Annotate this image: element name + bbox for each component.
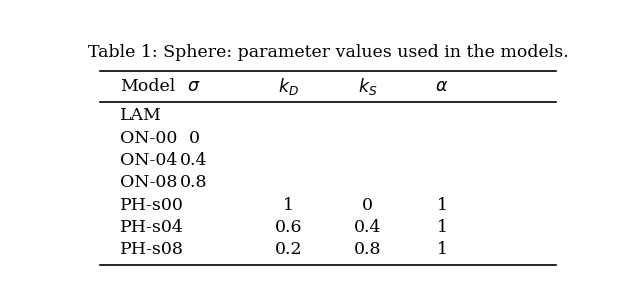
Text: $\alpha$: $\alpha$ (435, 78, 449, 95)
Text: ON-04: ON-04 (120, 152, 177, 169)
Text: 0.8: 0.8 (354, 241, 381, 259)
Text: 0.2: 0.2 (275, 241, 302, 259)
Text: $k_S$: $k_S$ (358, 76, 378, 97)
Text: PH-s08: PH-s08 (120, 241, 184, 259)
Text: ON-08: ON-08 (120, 174, 177, 191)
Text: 1: 1 (436, 197, 447, 214)
Text: PH-s00: PH-s00 (120, 197, 184, 214)
Text: 0: 0 (189, 129, 200, 147)
Text: PH-s04: PH-s04 (120, 219, 184, 236)
Text: LAM: LAM (120, 107, 161, 124)
Text: 1: 1 (436, 241, 447, 259)
Text: 0.4: 0.4 (180, 152, 208, 169)
Text: 0.6: 0.6 (275, 219, 302, 236)
Text: Model: Model (120, 78, 175, 95)
Text: $\sigma$: $\sigma$ (188, 78, 201, 95)
Text: Table 1: Sphere: parameter values used in the models.: Table 1: Sphere: parameter values used i… (88, 44, 568, 61)
Text: 0.8: 0.8 (180, 174, 208, 191)
Text: 1: 1 (283, 197, 294, 214)
Text: 0.4: 0.4 (354, 219, 381, 236)
Text: $k_D$: $k_D$ (278, 76, 299, 97)
Text: 0: 0 (362, 197, 373, 214)
Text: 1: 1 (436, 219, 447, 236)
Text: ON-00: ON-00 (120, 129, 177, 147)
